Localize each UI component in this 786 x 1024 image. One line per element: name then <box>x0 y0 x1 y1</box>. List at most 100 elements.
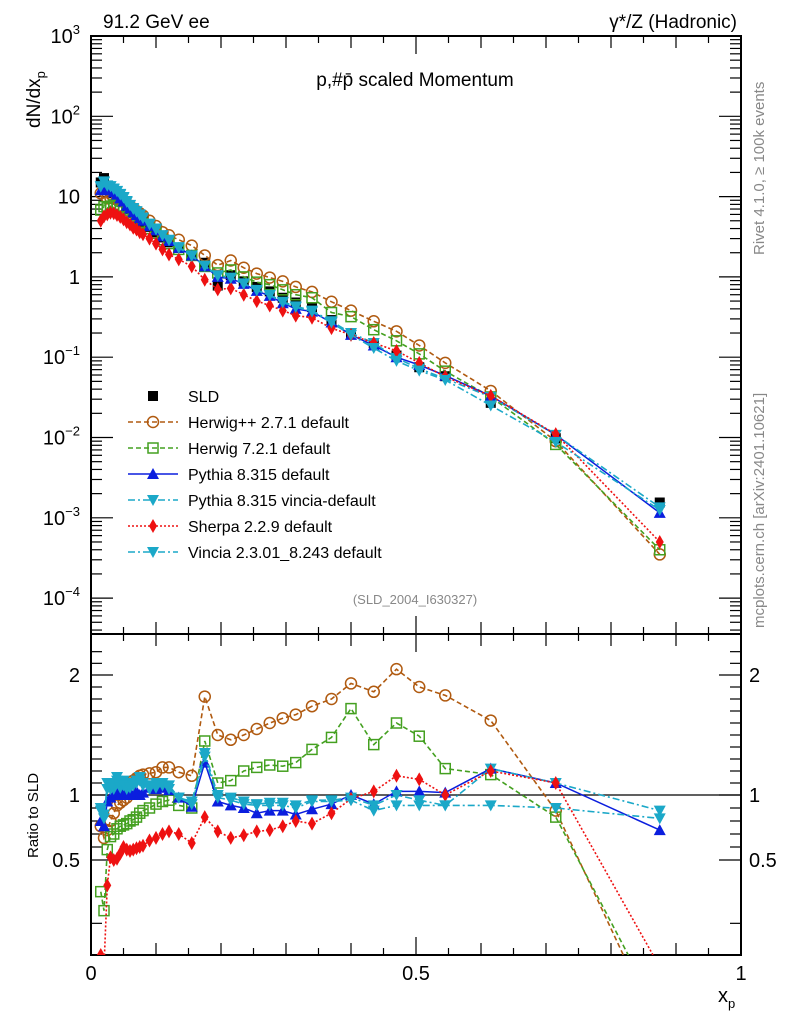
series-line <box>100 668 625 955</box>
data-point-open-square <box>439 762 451 775</box>
data-point-open-circle <box>211 728 224 742</box>
data-point-open-square <box>290 288 302 301</box>
header-left-title: 91.2 GeV ee <box>103 12 210 33</box>
data-point-triangle-up <box>250 807 263 819</box>
legend-label: Pythia 8.315 vincia-default <box>188 493 376 510</box>
data-point-diamond <box>145 833 154 848</box>
data-point-open-square <box>264 759 276 771</box>
legend-label: SLD <box>188 389 219 406</box>
data-point-diamond <box>152 830 160 845</box>
data-point-triangle-down <box>143 219 156 231</box>
y-tick-label: 10−1 <box>43 343 80 369</box>
data-point-triangle-down <box>185 251 198 263</box>
data-point-triangle-down <box>484 400 497 412</box>
data-point-open-circle <box>237 728 250 742</box>
data-point-open-circle <box>413 339 426 352</box>
data-point-triangle-down <box>172 242 185 254</box>
series-line <box>100 190 661 555</box>
data-point-open-square <box>264 278 276 291</box>
series-sherpa-2-2-9-default <box>96 764 654 974</box>
data-point-open-circle <box>344 304 358 317</box>
data-point-triangle-down <box>156 230 169 242</box>
data-point-triangle-down <box>150 224 162 236</box>
legend-item: Herwig++ 2.7.1 default <box>128 415 350 432</box>
data-point-square <box>148 391 158 401</box>
series-vincia-2-3-01-8-243-default <box>94 176 666 517</box>
legend: SLD Herwig++ 2.7.1 default Herwig 7.2.1 de… <box>128 389 382 562</box>
data-point-diamond <box>139 838 147 853</box>
data-point-diamond <box>100 960 108 974</box>
data-point-diamond <box>200 810 209 825</box>
data-point-open-square <box>345 702 357 715</box>
data-point-open-square <box>413 730 425 742</box>
data-point-triangle-down <box>653 813 666 825</box>
data-point-diamond <box>441 788 450 802</box>
data-point-diamond <box>308 310 316 325</box>
data-point-triangle-down <box>150 782 162 794</box>
ratio-y-tick-label-right: 1 <box>749 785 760 807</box>
data-point-diamond <box>174 252 183 267</box>
data-point-triangle-down <box>147 495 159 506</box>
data-point-open-square <box>130 811 143 823</box>
data-point-diamond <box>213 824 222 839</box>
x-tick-label: 0.5 <box>402 963 430 985</box>
data-point-triangle-down <box>306 306 318 318</box>
data-point-triangle-down <box>211 270 224 282</box>
data-point-open-square <box>199 735 211 747</box>
data-point-triangle-down <box>263 800 276 812</box>
data-point-triangle-down <box>211 792 224 804</box>
data-point-diamond <box>187 259 196 274</box>
rivet-version-label: Rivet 4.1.0, ≥ 100k events <box>751 82 768 255</box>
data-point-open-square <box>212 777 224 789</box>
data-point-open-square <box>368 323 380 336</box>
ratio-y-tick-label: 0.5 <box>52 850 80 872</box>
data-point-diamond <box>252 294 261 309</box>
series-vincia-2-3-01-8-243-default <box>94 751 666 825</box>
data-point-diamond <box>415 772 424 787</box>
y-tick-label: 10 <box>58 187 80 209</box>
data-point-open-circle <box>289 708 302 721</box>
data-point-triangle-down <box>549 436 562 448</box>
data-point-diamond <box>265 298 274 313</box>
series-pythia-8-315-default <box>94 180 666 518</box>
data-point-diamond <box>486 388 495 403</box>
data-point-triangle-up <box>413 785 426 797</box>
data-point-open-circle <box>250 722 263 736</box>
data-point-triangle-down <box>549 803 562 814</box>
data-point-diamond <box>187 836 196 851</box>
data-point-triangle-down <box>237 278 250 290</box>
ratio-y-tick-label-right: 2 <box>749 665 760 687</box>
data-point-triangle-up <box>306 803 318 815</box>
data-point-triangle-down <box>413 365 426 377</box>
header-right-title: γ*/Z (Hadronic) <box>609 12 737 33</box>
data-point-open-square <box>277 760 289 772</box>
data-point-triangle-down <box>390 800 403 812</box>
data-point-diamond <box>252 824 261 839</box>
data-point-diamond <box>392 768 401 783</box>
y-tick-label: 1 <box>69 267 80 289</box>
data-point-diamond <box>96 948 105 955</box>
x-tick-label: 0 <box>85 963 96 985</box>
data-point-open-square <box>124 815 136 827</box>
data-point-open-square <box>121 817 133 830</box>
data-point-open-circle <box>156 761 169 774</box>
data-point-open-circle <box>162 761 176 774</box>
data-point-diamond <box>145 231 154 246</box>
data-point-triangle-down <box>306 796 318 808</box>
series-layer <box>94 662 666 974</box>
data-point-triangle-down <box>289 803 302 814</box>
series-pythia-8-315-vincia-default <box>94 176 666 514</box>
data-point-triangle-down <box>185 799 198 811</box>
data-point-open-circle <box>289 280 302 294</box>
ratio-y-tick-label-right: 0.5 <box>749 850 777 872</box>
data-point-diamond <box>213 282 222 297</box>
series-pythia-8-315-vincia-default <box>94 748 666 825</box>
series-line <box>100 707 630 955</box>
data-point-open-square <box>156 795 169 808</box>
data-point-triangle-down <box>439 800 452 812</box>
data-point-open-circle <box>439 356 452 370</box>
ratio-panel: 0 0.5 1 0.5 0.5 1 1 2 2 <box>52 633 777 985</box>
data-point-open-circle <box>390 662 403 676</box>
data-point-open-square <box>238 765 250 777</box>
data-point-triangle-up <box>147 468 159 479</box>
